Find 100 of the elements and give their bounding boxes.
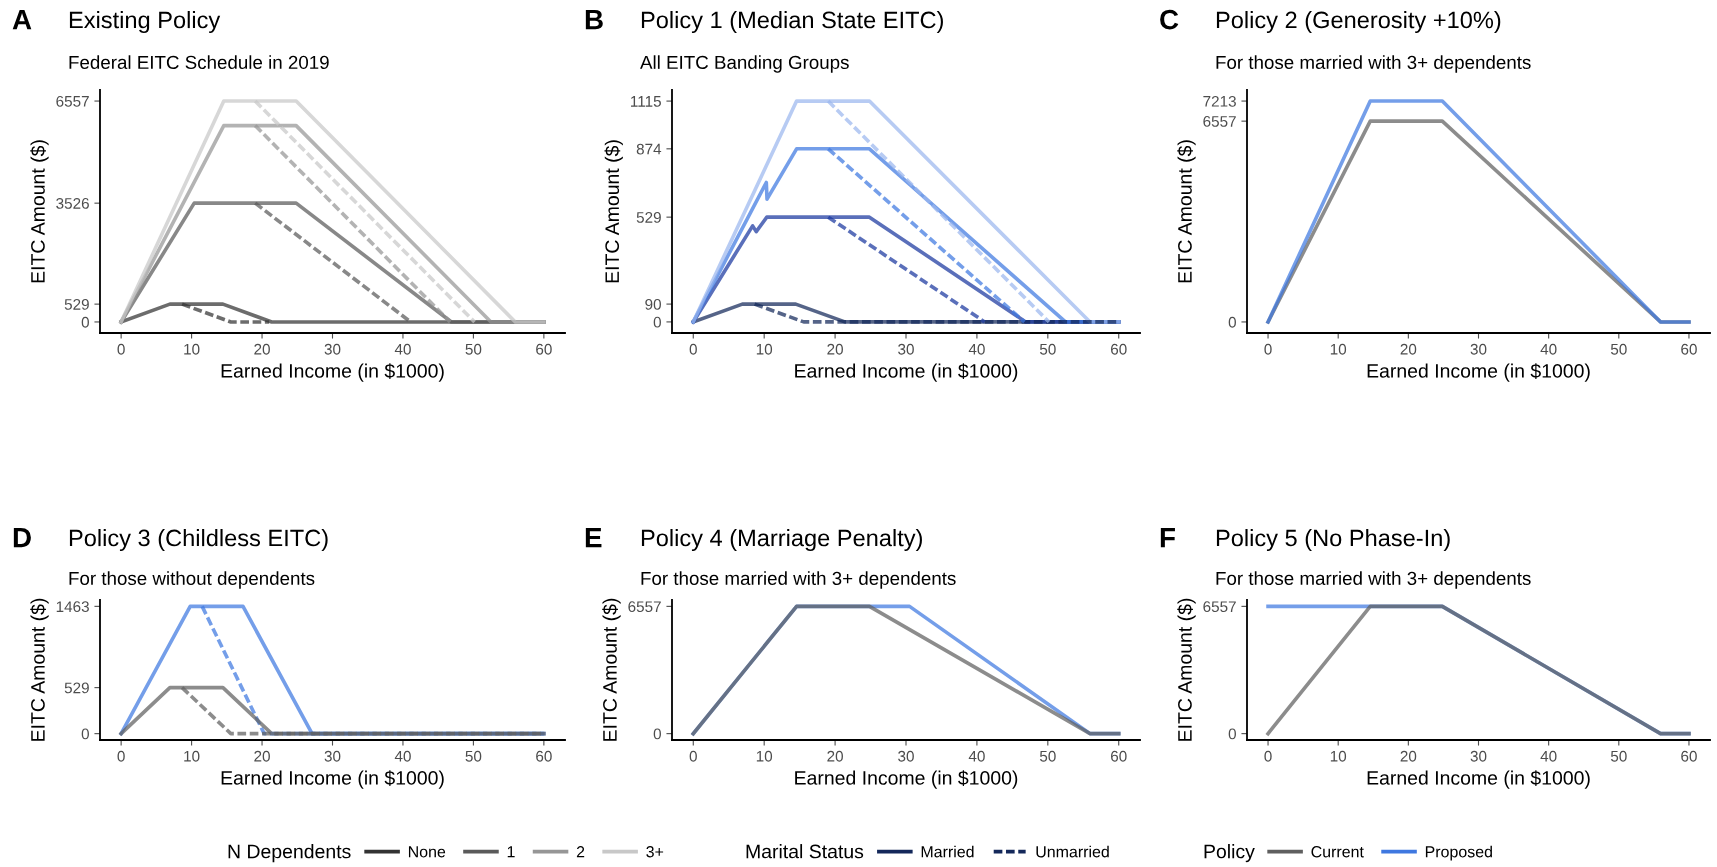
x-tick-label: 0 <box>689 750 697 762</box>
x-tick-label: 60 <box>1111 343 1127 355</box>
x-tick-label: 0 <box>1264 343 1272 355</box>
x-tick-label: 30 <box>1470 343 1487 355</box>
chart-title: Policy 1 (Median State EITC) <box>641 11 943 33</box>
chart-subtitle: For those without dependents <box>69 571 315 589</box>
y-axis-title: EITC Amount ($) <box>604 140 623 283</box>
x-axis-title: Earned Income (in $1000) <box>795 770 1018 789</box>
x-tick-label: 20 <box>254 343 270 355</box>
y-axis-title: EITC Amount ($) <box>602 598 621 741</box>
chart-title: Policy 5 (No Phase-In) <box>1216 528 1450 552</box>
x-axis-title: Earned Income (in $1000) <box>221 363 444 382</box>
x-tick-label: 30 <box>324 343 341 355</box>
x-tick-label: 50 <box>1039 750 1056 762</box>
x-tick-label: 50 <box>1610 750 1627 762</box>
y-axis-title: EITC Amount ($) <box>30 140 49 283</box>
y-tick-label: 529 <box>64 682 89 694</box>
x-tick-label: 20 <box>254 750 270 762</box>
chart-title: Policy 4 (Marriage Penalty) <box>641 528 922 552</box>
y-tick-label: 3526 <box>56 198 89 209</box>
x-tick-label: 60 <box>1681 343 1697 355</box>
text: D <box>13 528 31 548</box>
y-tick-label: 874 <box>636 143 662 155</box>
x-tick-label: 10 <box>184 750 200 762</box>
legend-label: None <box>408 846 446 858</box>
x-axis-title: Earned Income (in $1000) <box>1367 770 1590 789</box>
x-tick-label: 10 <box>184 343 200 355</box>
legend-label: 2 <box>576 846 585 858</box>
x-tick-label: 40 <box>968 750 985 762</box>
y-tick-label: 0 <box>1228 316 1236 328</box>
x-tick-label: 40 <box>968 343 985 355</box>
y-tick-label: 529 <box>636 212 661 223</box>
y-tick-label: 529 <box>64 299 89 310</box>
legend-title: N Dependents <box>228 844 351 863</box>
legend-title: Marital Status <box>746 844 864 859</box>
x-tick-label: 20 <box>827 343 843 355</box>
y-tick-label: 6557 <box>1203 116 1236 127</box>
y-axis-title: EITC Amount ($) <box>1177 598 1196 741</box>
chart-subtitle: For those married with 3+ dependents <box>1216 571 1531 589</box>
y-tick-label: 0 <box>653 728 661 740</box>
y-tick-label: 0 <box>653 316 661 328</box>
x-tick-label: 40 <box>1540 750 1557 762</box>
y-tick-label: 7213 <box>1203 95 1236 107</box>
x-tick-label: 20 <box>1400 750 1417 762</box>
chart-title: Policy 2 (Generosity +10%) <box>1216 11 1501 33</box>
chart-subtitle: All EITC Banding Groups <box>640 55 849 73</box>
x-tick-label: 30 <box>1470 750 1487 762</box>
x-tick-label: 0 <box>117 343 125 355</box>
legend-label: Unmarried <box>1036 845 1109 858</box>
text: B <box>585 10 603 30</box>
y-tick-label: 0 <box>1228 728 1236 740</box>
y-tick-label: 0 <box>81 728 89 740</box>
y-tick-label: 1115 <box>631 96 661 107</box>
x-tick-label: 10 <box>1330 343 1347 355</box>
y-tick-label: 6557 <box>56 95 89 107</box>
x-axis-title: Earned Income (in $1000) <box>795 363 1018 382</box>
x-tick-label: 20 <box>1400 343 1417 355</box>
x-tick-label: 50 <box>465 343 482 355</box>
text: F <box>1160 528 1175 548</box>
y-tick-label: 1463 <box>56 601 89 613</box>
chart-title: Existing Policy <box>69 11 221 33</box>
x-tick-label: 40 <box>1540 343 1557 355</box>
legend-label: Married <box>921 845 974 858</box>
x-tick-label: 40 <box>394 750 411 762</box>
chart-subtitle: Federal EITC Schedule in 2019 <box>69 55 329 70</box>
legend-label: 1 <box>507 846 515 858</box>
x-tick-label: 10 <box>1330 750 1347 762</box>
x-tick-label: 60 <box>1681 750 1697 762</box>
x-tick-label: 50 <box>1610 343 1627 355</box>
x-axis-title: Earned Income (in $1000) <box>221 770 444 789</box>
x-tick-label: 10 <box>756 750 773 762</box>
x-tick-label: 30 <box>898 343 914 355</box>
y-tick-label: 6557 <box>1203 601 1236 613</box>
x-tick-label: 30 <box>898 750 914 762</box>
legend-label: Current <box>1311 846 1364 858</box>
x-axis-title: Earned Income (in $1000) <box>1367 363 1590 382</box>
x-tick-label: 0 <box>1264 750 1272 762</box>
x-tick-label: 0 <box>689 343 697 355</box>
x-tick-label: 30 <box>324 750 341 762</box>
x-tick-label: 10 <box>756 343 773 355</box>
x-tick-label: 60 <box>1111 750 1127 762</box>
x-tick-label: 60 <box>536 750 552 762</box>
x-tick-label: 50 <box>1039 343 1056 355</box>
x-tick-label: 0 <box>117 750 125 762</box>
legend-label: 3+ <box>646 846 664 858</box>
x-tick-label: 60 <box>536 343 552 355</box>
y-axis-title: EITC Amount ($) <box>1177 140 1196 283</box>
legend-title: Policy <box>1204 844 1255 863</box>
y-tick-label: 0 <box>81 316 89 328</box>
legend-label: Proposed <box>1425 845 1492 861</box>
text: C <box>1160 9 1179 30</box>
chart-subtitle: For those married with 3+ dependents <box>1216 55 1531 73</box>
y-tick-label: 90 <box>645 298 661 310</box>
y-axis-title: EITC Amount ($) <box>30 598 49 741</box>
x-tick-label: 50 <box>465 750 482 762</box>
x-tick-label: 40 <box>394 343 411 355</box>
text: E <box>585 528 602 548</box>
chart-title: Policy 3 (Childless EITC) <box>69 528 328 552</box>
y-tick-label: 6557 <box>628 601 661 613</box>
x-tick-label: 20 <box>827 750 843 762</box>
